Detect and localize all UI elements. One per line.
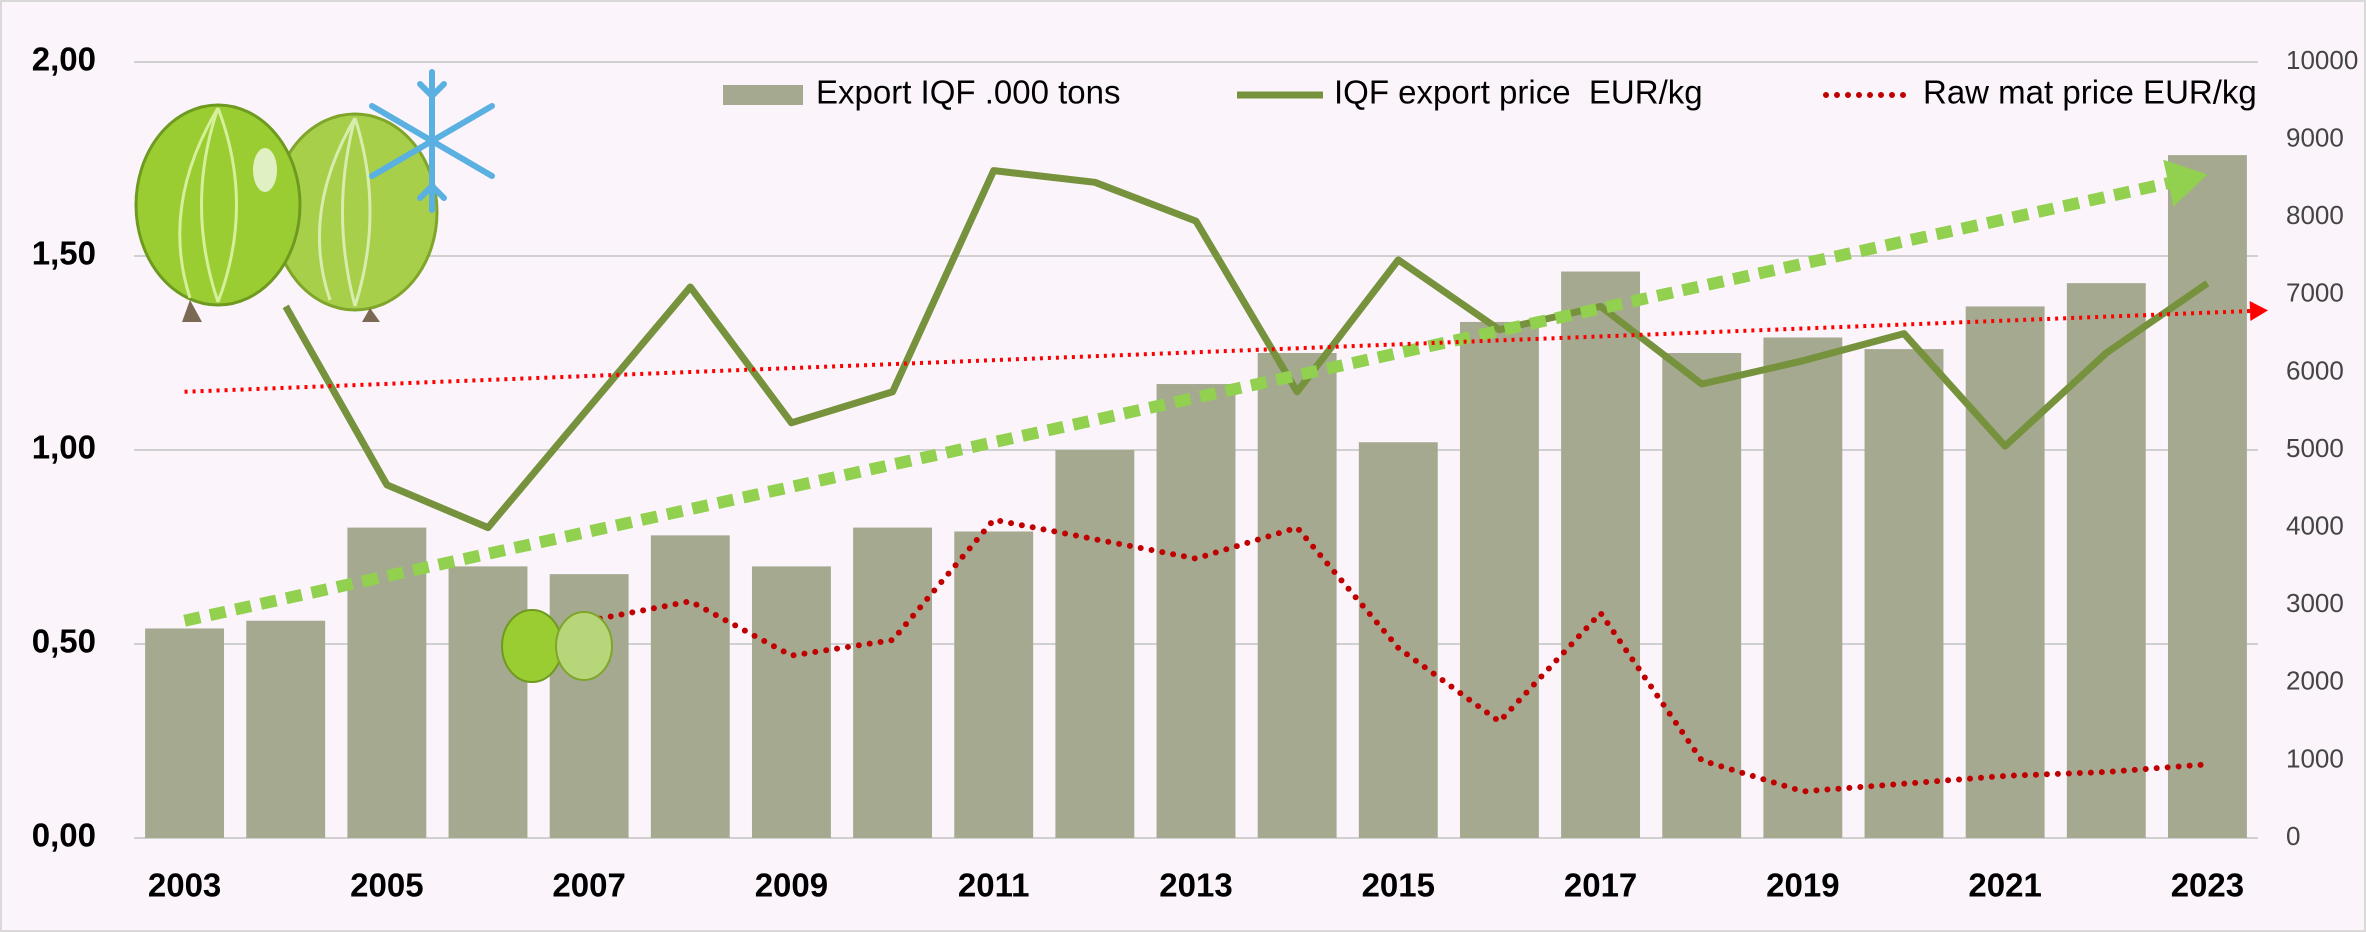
bar	[1662, 353, 1741, 838]
bar	[1763, 337, 1842, 838]
x-tick-label: 2013	[1159, 867, 1232, 904]
bar	[1359, 442, 1438, 838]
y-tick-label: 0,50	[32, 623, 96, 660]
legend-swatch	[723, 85, 803, 105]
y2-tick-label: 2000	[2286, 666, 2344, 696]
bar	[246, 621, 325, 838]
y2-tick-label: 9000	[2286, 122, 2344, 152]
y2-tick-label: 1000	[2286, 743, 2344, 773]
y2-tick-label: 8000	[2286, 200, 2344, 230]
y2-tick-label: 4000	[2286, 510, 2344, 540]
legend-label: Export IQF .000 tons	[816, 74, 1120, 111]
x-tick-label: 2019	[1766, 867, 1839, 904]
bar	[651, 535, 730, 838]
bar	[1966, 306, 2045, 838]
bar	[145, 628, 224, 838]
y-tick-label: 0,00	[32, 817, 96, 854]
x-tick-label: 2003	[148, 867, 221, 904]
y2-tick-label: 0	[2286, 821, 2300, 851]
x-tick-label: 2009	[755, 867, 828, 904]
legend-label: Raw mat price EUR/kg	[1923, 74, 2257, 111]
bar	[954, 531, 1033, 838]
x-tick-label: 2015	[1362, 867, 1435, 904]
bar	[1460, 322, 1539, 838]
x-tick-label: 2007	[552, 867, 625, 904]
y2-tick-label: 5000	[2286, 433, 2344, 463]
bar	[752, 566, 831, 838]
bar	[853, 528, 932, 838]
x-tick-label: 2023	[2171, 867, 2244, 904]
legend-label: IQF export price EUR/kg	[1334, 74, 1703, 111]
y-tick-label: 1,00	[32, 429, 96, 466]
bar	[1157, 384, 1236, 838]
bar	[1865, 349, 1944, 838]
bar	[1561, 272, 1640, 838]
y-tick-label: 2,00	[32, 41, 96, 78]
chart: 0,00 0,50 1,00 1,50 2,00 0 1000 2000 3000 4000 500…	[0, 0, 2366, 932]
y2-tick-label: 6000	[2286, 355, 2344, 385]
bar	[1055, 450, 1134, 838]
y2-tick-label: 7000	[2286, 278, 2344, 308]
y2-tick-label: 10000	[2286, 45, 2358, 75]
x-tick-label: 2011	[958, 867, 1030, 904]
bar	[1258, 353, 1337, 838]
y2-tick-label: 3000	[2286, 588, 2344, 618]
x-tick-label: 2005	[350, 867, 423, 904]
x-tick-label: 2017	[1564, 867, 1637, 904]
bar	[449, 566, 528, 838]
bar	[2067, 283, 2146, 838]
x-tick-label: 2021	[1968, 867, 2041, 904]
bar	[2168, 155, 2247, 838]
y-tick-label: 1,50	[32, 235, 96, 272]
